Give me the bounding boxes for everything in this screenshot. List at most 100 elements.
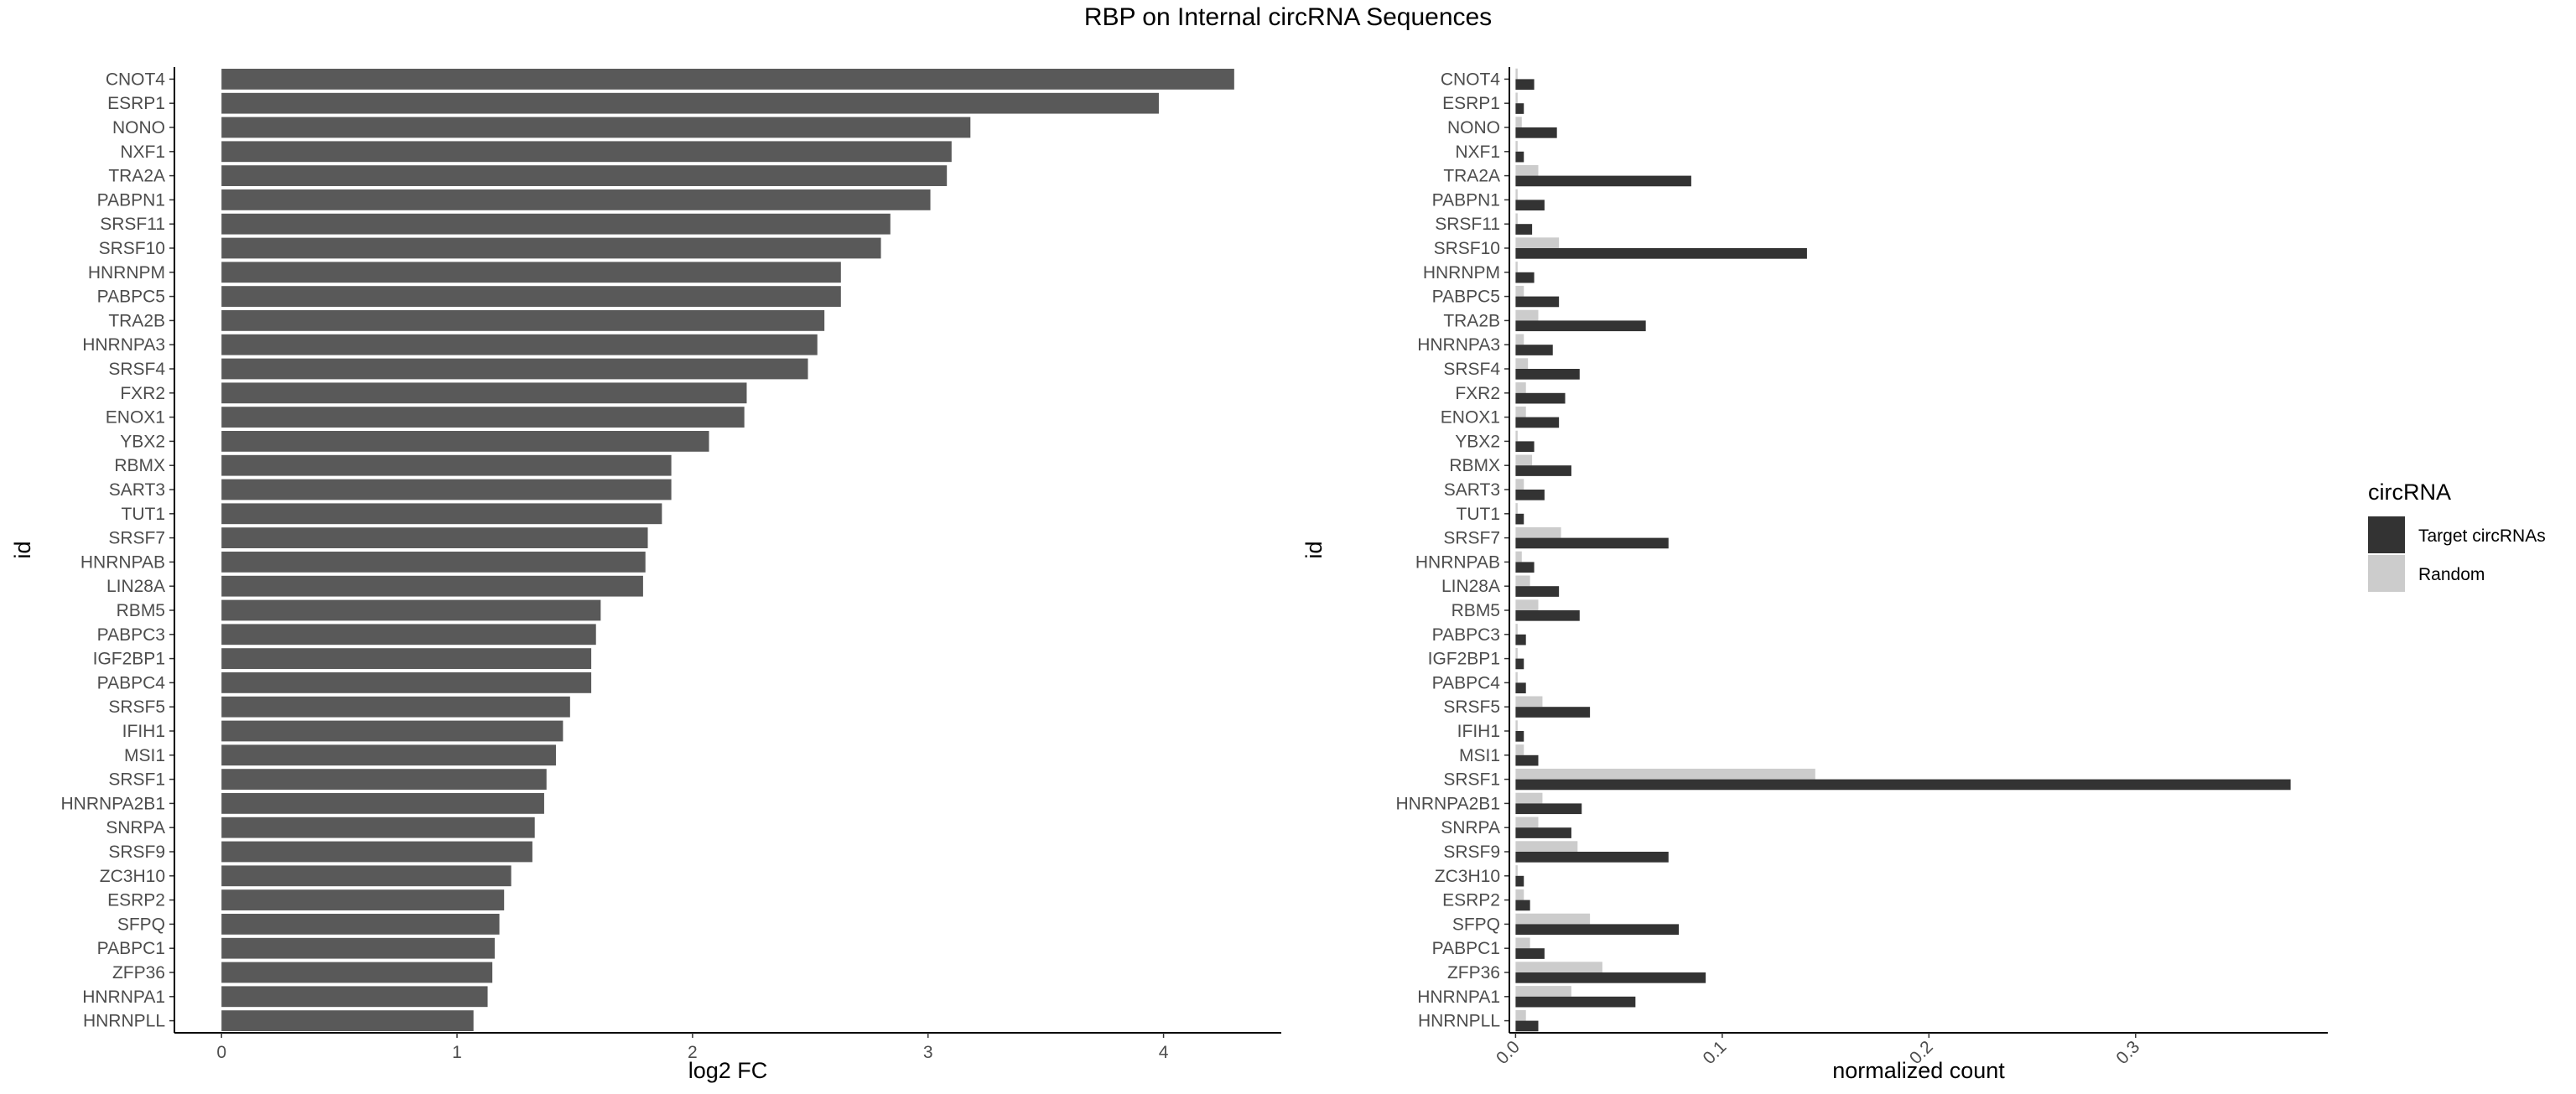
bar-random-sart3: [1515, 479, 1524, 490]
bar-random-igf2bp1: [1515, 647, 1518, 659]
bar-random-hnrnpm: [1515, 262, 1518, 272]
bar-random-lin28a: [1515, 575, 1530, 587]
y-tick-label-igf2bp1: IGF2BP1: [1428, 650, 1500, 669]
bar-random-hnrnpa3: [1515, 334, 1524, 345]
y-tick-label-enox1: ENOX1: [106, 408, 165, 428]
bar-target-igf2bp1: [1515, 658, 1524, 670]
bar-target-hnrnpa2b1: [1515, 803, 1582, 815]
y-tick-label-ybx2: YBX2: [120, 432, 165, 451]
y-tick-label-hnrnpll: HNRNPLL: [1418, 1012, 1500, 1031]
y-tick-label-pabpc5: PABPC5: [97, 288, 165, 307]
y-tick-label-hnrnpa3: HNRNPA3: [1417, 335, 1500, 355]
bar-target-rbmx: [1515, 465, 1571, 476]
y-tick-label-nono: NONO: [112, 118, 165, 137]
bar-fxr2: [221, 382, 747, 404]
bar-target-rbm5: [1515, 610, 1580, 621]
bar-random-nono: [1515, 117, 1522, 127]
y-tick-label-zfp36: ZFP36: [1447, 963, 1500, 983]
bar-random-snrpa: [1515, 817, 1539, 828]
x-tick-label: 2: [688, 1043, 698, 1062]
y-tick-label-srsf9: SRSF9: [108, 843, 165, 862]
bar-random-rbmx: [1515, 454, 1533, 466]
bar-random-esrp2: [1515, 889, 1524, 900]
bar-random-hnrnpa1: [1515, 986, 1571, 997]
bar-target-pabpc5: [1515, 296, 1560, 308]
bar-target-pabpc3: [1515, 634, 1526, 646]
bar-random-srsf5: [1515, 696, 1543, 708]
y-tick-label-pabpn1: PABPN1: [97, 190, 165, 210]
y-tick-label-pabpc3: PABPC3: [1432, 625, 1500, 645]
bar-lin28a: [221, 575, 643, 597]
y-axis-title: id: [1301, 541, 1327, 558]
y-tick-label-cnot4: CNOT4: [106, 70, 165, 89]
bar-cnot4: [221, 69, 1234, 90]
y-tick-label-pabpn1: PABPN1: [1432, 190, 1500, 210]
bar-target-tra2b: [1515, 320, 1646, 332]
legend: circRNA Target circRNAs Random: [2368, 480, 2546, 592]
bar-pabpc1: [221, 937, 495, 959]
bar-random-nxf1: [1515, 141, 1518, 152]
bar-random-srsf1: [1515, 768, 1815, 780]
x-tick-label: 3: [923, 1043, 933, 1062]
bar-target-tra2a: [1515, 175, 1691, 187]
bar-pabpc3: [221, 624, 596, 646]
bar-target-srsf9: [1515, 852, 1669, 863]
bar-random-hnrnpll: [1515, 1009, 1526, 1021]
bar-target-cnot4: [1515, 79, 1535, 91]
normalized-count-panel: CNOT4 ESRP1 NONO NXF1 TRA2A PABPN1 SRSF11 SRSF1…: [1301, 67, 2328, 1083]
bar-tra2a: [221, 165, 948, 186]
bar-random-ybx2: [1515, 430, 1518, 442]
y-tick-label-srsf7: SRSF7: [108, 529, 165, 548]
bar-srsf1: [221, 769, 547, 790]
y-tick-label-hnrnpa1: HNRNPA1: [1417, 988, 1500, 1007]
bar-nono: [221, 117, 971, 138]
y-tick-label-pabpc1: PABPC1: [1432, 939, 1500, 958]
y-tick-label-enox1: ENOX1: [1441, 408, 1500, 428]
bar-target-enox1: [1515, 417, 1560, 428]
y-tick-label-hnrnpm: HNRNPM: [1423, 263, 1500, 283]
bar-tra2b: [221, 310, 825, 331]
y-tick-label-rbmx: RBMX: [1449, 456, 1500, 475]
bar-random-zfp36: [1515, 962, 1602, 972]
y-tick-label-esrp2: ESRP2: [1442, 891, 1500, 910]
y-tick-label-esrp1: ESRP1: [107, 94, 165, 113]
y-tick-label-srsf10: SRSF10: [99, 239, 165, 258]
y-tick-label-zfp36: ZFP36: [112, 963, 165, 983]
y-tick-label-sart3: SART3: [109, 480, 165, 500]
chart-title: RBP on Internal circRNA Sequences: [1083, 3, 1493, 31]
bar-srsf7: [221, 527, 648, 548]
bar-random-rbm5: [1515, 599, 1539, 610]
y-tick-label-tut1: TUT1: [1457, 505, 1501, 524]
y-tick-label-hnrnpab: HNRNPAB: [1415, 552, 1500, 572]
bar-target-sfpq: [1515, 924, 1680, 936]
bar-target-hnrnpm: [1515, 272, 1535, 283]
bar-target-esrp2: [1515, 900, 1530, 911]
bar-sart3: [221, 479, 672, 500]
bar-tut1: [221, 503, 662, 525]
bar-random-hnrnpa2b1: [1515, 792, 1543, 804]
y-tick-label-zc3h10: ZC3H10: [100, 867, 165, 886]
x-tick-label: 0.1: [1699, 1037, 1730, 1068]
bar-target-hnrnpa1: [1515, 996, 1636, 1008]
x-tick-label: 0.0: [1493, 1037, 1524, 1068]
y-tick-label-srsf1: SRSF1: [1443, 770, 1500, 790]
bar-target-srsf1: [1515, 779, 2291, 791]
bar-srsf9: [221, 841, 532, 863]
y-tick-label-sfpq: SFPQ: [1452, 915, 1500, 934]
bar-random-srsf7: [1515, 526, 1561, 538]
legend-swatch-random: [2368, 555, 2405, 592]
bar-random-ifih1: [1515, 720, 1518, 731]
bar-random-sfpq: [1515, 913, 1591, 925]
bar-esrp1: [221, 92, 1159, 114]
x-axis-title: normalized count: [1832, 1058, 2005, 1083]
y-tick-label-nxf1: NXF1: [1455, 143, 1500, 162]
y-tick-label-zc3h10: ZC3H10: [1435, 867, 1500, 886]
legend-title: circRNA: [2368, 480, 2451, 505]
bar-snrpa: [221, 817, 535, 838]
y-tick-label-hnrnpa3: HNRNPA3: [82, 335, 165, 355]
y-tick-label-snrpa: SNRPA: [106, 818, 165, 837]
bar-srsf10: [221, 237, 881, 259]
bar-target-hnrnpll: [1515, 1020, 1539, 1032]
y-tick-label-ifih1: IFIH1: [122, 722, 165, 741]
bar-random-esrp1: [1515, 92, 1518, 104]
